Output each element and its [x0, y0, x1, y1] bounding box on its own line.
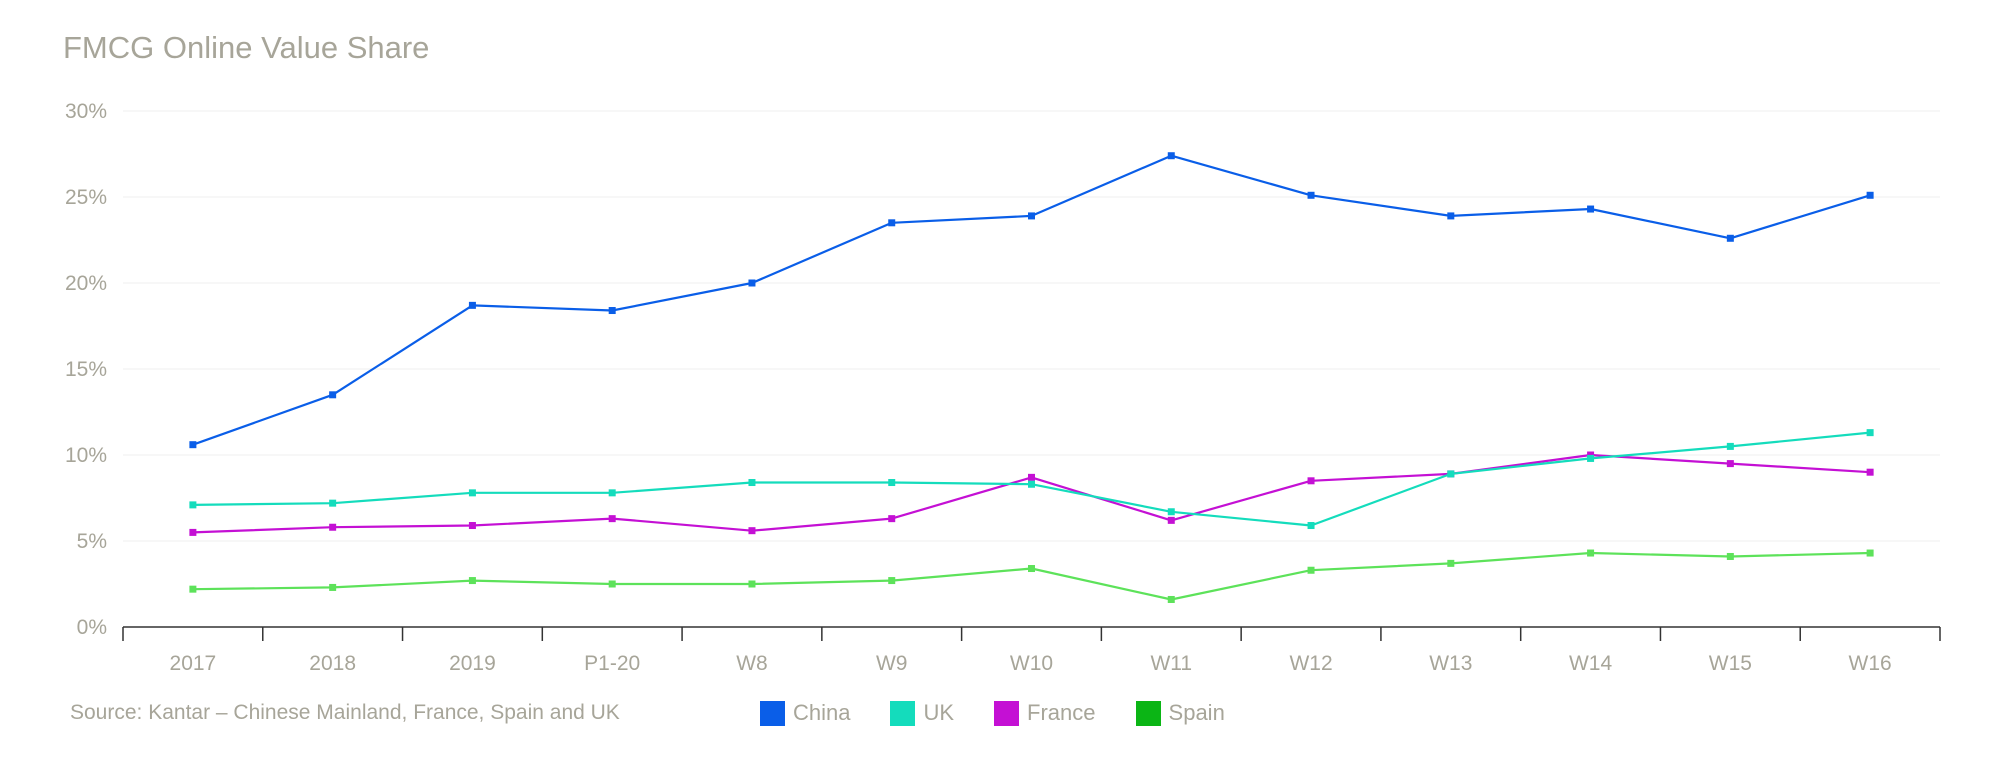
x-tick-label-w9: W9 [876, 652, 908, 675]
data-point-china [748, 279, 756, 287]
data-point-spain [189, 585, 197, 593]
line-chart: 0% 5% 10% 15% 20% 25% 30% 2017 2018 2019 P1-20 W8 W… [65, 100, 1941, 675]
x-tick-label-2017: 2017 [170, 652, 217, 675]
legend: China UK France Spain [760, 700, 1265, 726]
series-uk [189, 429, 1874, 530]
data-point-spain [1167, 595, 1175, 603]
data-point-spain [748, 580, 756, 588]
data-point-china [888, 219, 896, 227]
x-tick-label-w14: W14 [1569, 652, 1613, 675]
legend-item-uk: UK [890, 700, 954, 726]
x-tick-label-w11: W11 [1150, 652, 1192, 675]
data-point-spain [1587, 549, 1595, 557]
series-france [189, 451, 1874, 536]
legend-item-china: China [760, 700, 850, 726]
data-point-uk [1307, 522, 1315, 530]
x-tick-label-w13: W13 [1429, 652, 1472, 675]
data-point-spain [468, 577, 476, 585]
series-lines [189, 152, 1874, 603]
data-point-uk [329, 499, 337, 507]
series-line-china [192, 154, 1871, 446]
data-point-spain [1726, 552, 1734, 560]
data-point-france [329, 523, 337, 531]
data-point-uk [189, 501, 197, 509]
data-point-spain [1307, 566, 1315, 574]
data-point-china [1866, 191, 1874, 199]
data-point-china [1028, 212, 1035, 220]
data-point-uk [1866, 429, 1874, 437]
x-tick-label-w12: W12 [1289, 652, 1332, 675]
data-point-uk [468, 489, 476, 497]
x-tick-label-w16: W16 [1849, 652, 1892, 675]
data-point-china [1587, 205, 1595, 213]
x-tick-label-p1-20: P1-20 [584, 652, 640, 675]
series-line-france [192, 453, 1871, 534]
data-point-uk [1726, 442, 1734, 450]
data-point-uk [1028, 480, 1035, 488]
legend-swatch-france [994, 700, 1020, 726]
series-spain [189, 549, 1874, 603]
y-tick-label: 10% [65, 444, 107, 467]
y-tick-label: 25% [65, 186, 107, 209]
data-point-france [1167, 516, 1175, 524]
data-point-china [1167, 152, 1175, 160]
x-tick-label-2018: 2018 [309, 652, 356, 675]
data-point-uk [748, 479, 756, 487]
legend-item-spain: Spain [1135, 700, 1225, 726]
legend-label-china: China [793, 700, 851, 725]
data-point-uk [888, 479, 896, 487]
data-point-france [468, 522, 476, 530]
x-tick-label-2019: 2019 [449, 652, 496, 675]
gridlines [123, 110, 1940, 542]
data-point-china [329, 391, 337, 399]
data-point-china [1307, 191, 1315, 199]
data-point-uk [1447, 470, 1455, 478]
legend-label-spain: Spain [1168, 700, 1225, 725]
data-point-uk [1587, 454, 1595, 462]
legend-swatch-china [760, 700, 785, 726]
y-tick-label: 30% [65, 100, 107, 123]
data-point-spain [608, 580, 616, 588]
y-tick-label: 0% [77, 616, 107, 639]
data-point-china [189, 441, 197, 449]
data-point-spain [888, 577, 896, 585]
data-point-china [1726, 234, 1734, 242]
data-point-france [1866, 468, 1874, 476]
data-point-france [1028, 473, 1035, 481]
y-tick-label: 20% [65, 272, 107, 295]
chart-title: FMCG Online Value Share [63, 30, 430, 65]
source-note: Source: Kantar – Chinese Mainland, Franc… [70, 701, 620, 724]
data-point-france [189, 528, 197, 536]
data-point-france [608, 515, 616, 523]
data-point-france [748, 527, 756, 535]
legend-label-france: France [1027, 700, 1096, 725]
x-tick-label-w10: W10 [1010, 652, 1053, 675]
x-tick-label-w15: W15 [1709, 652, 1752, 675]
data-point-france [1307, 477, 1315, 485]
legend-item-france: France [994, 700, 1096, 726]
x-axis: 2017 2018 2019 P1-20 W8 W9 W10 W11 W12 W13 W14 W15 W… [122, 626, 1941, 675]
data-point-spain [329, 583, 337, 591]
data-point-spain [1028, 565, 1035, 573]
data-point-france [888, 515, 896, 523]
data-point-china [1447, 212, 1455, 220]
legend-label-uk: UK [923, 700, 955, 725]
data-point-uk [608, 489, 616, 497]
data-point-china [608, 307, 616, 315]
y-tick-label: 5% [77, 530, 107, 553]
data-point-uk [1167, 508, 1175, 516]
series-china [189, 152, 1874, 449]
legend-swatch-uk [890, 700, 916, 726]
y-axis-tick-labels: 0% 5% 10% 15% 20% 25% 30% [65, 100, 107, 639]
data-point-spain [1866, 549, 1874, 557]
x-tick-label-w8: W8 [736, 652, 768, 675]
y-tick-label: 15% [65, 358, 107, 381]
data-point-china [468, 301, 476, 309]
series-line-spain [192, 551, 1871, 601]
data-point-france [1726, 460, 1734, 468]
data-point-spain [1447, 559, 1455, 567]
legend-swatch-spain [1135, 700, 1161, 726]
